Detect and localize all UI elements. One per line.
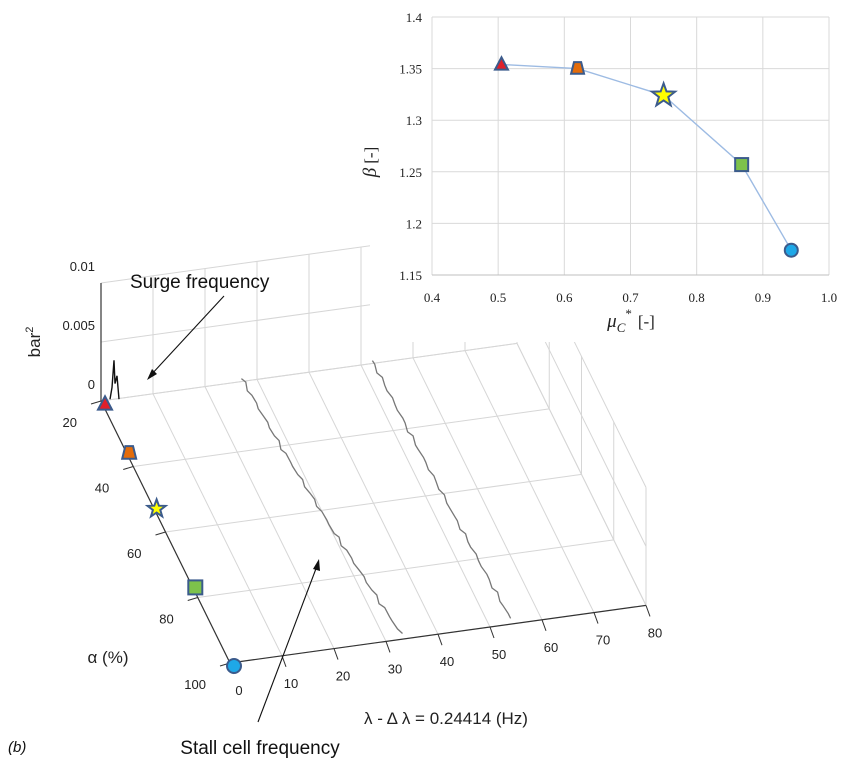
surge-annotation: Surge frequency [130, 272, 270, 380]
surge-peak [109, 360, 120, 400]
y-tick-label: 80 [159, 612, 173, 627]
stall-label: Stall cell frequency [180, 738, 340, 759]
inset-y-label: β[-] [360, 147, 381, 178]
y-tick-label: 20 [63, 415, 77, 430]
inset-markers [493, 55, 799, 258]
z-tick-label: 0 [88, 377, 95, 392]
y-tick-label: 60 [127, 546, 141, 561]
y-tick-label: 100 [184, 677, 206, 692]
inset-x-tick-label: 0.9 [755, 290, 771, 305]
inset-x-tick-label: 0.8 [689, 290, 705, 305]
stall-arrowhead [313, 559, 320, 571]
x-tick-label: 60 [544, 640, 558, 655]
surge-arrowhead [147, 369, 157, 380]
inset-marker-star [649, 80, 678, 108]
inset-y-tick-label: 1.4 [406, 10, 423, 25]
waterfall-operating-points [96, 394, 242, 674]
inset-line-chart: 0.4 0.5 0.6 0.7 0.8 0.9 1.0 1.15 1.2 1.25 1.3 1.35 1… [370, 4, 844, 342]
x-tick-label: 80 [648, 625, 662, 640]
inset-x-label: μC* [-] [606, 306, 655, 335]
svg-text:bar2: bar2 [24, 327, 44, 358]
inset-y-tick-label: 1.2 [406, 216, 422, 231]
y-tick-label: 40 [95, 481, 109, 496]
y-tick [123, 466, 134, 470]
x-tick-label: 40 [440, 654, 454, 669]
x-tick [645, 605, 651, 617]
svg-text:μC*[-]: μC* [-] [606, 306, 655, 335]
z-tick-label: 0.01 [70, 259, 95, 274]
x-tick [593, 612, 599, 624]
floor-gridline [133, 408, 550, 467]
x-tick-label: 30 [388, 661, 402, 676]
waterfall-3d-chart: 0 10 20 30 40 50 60 70 80 20 40 60 80 100 0 0.005 0.01 [62, 224, 662, 698]
z-tick-label: 0.005 [62, 318, 95, 333]
y-tick [187, 597, 198, 601]
panel-label: (b) [8, 739, 26, 756]
surge-label: Surge frequency [130, 272, 270, 293]
x-tick [541, 619, 547, 631]
waterfall-x-label: λ - Δ λ = 0.24414 (Hz) [364, 709, 528, 728]
surge-arrow [149, 295, 225, 377]
waterfall-y-label: α (%) [88, 648, 129, 667]
waterfall-marker-square [187, 579, 204, 596]
y-tick [90, 400, 102, 405]
x-tick-label: 70 [596, 633, 610, 648]
x-tick-label: 50 [492, 647, 506, 662]
x-tick-label: 20 [336, 669, 350, 684]
inset-x-tick-label: 0.7 [622, 290, 639, 305]
floor-gridline [165, 473, 582, 533]
stall-ridge [240, 378, 403, 634]
x-tick [437, 634, 443, 646]
x-tick [385, 641, 391, 653]
stall-arrow [257, 565, 318, 723]
inset-x-tick-label: 0.5 [490, 290, 506, 305]
inset-y-tick-label: 1.3 [406, 113, 422, 128]
inset-x-tick-label: 0.4 [424, 290, 441, 305]
inset-marker-trapezoid [569, 61, 586, 75]
inset-marker-square [734, 157, 750, 173]
inset-y-tick-label: 1.25 [399, 165, 422, 180]
svg-text:β[-]: β[-] [360, 147, 381, 178]
waterfall-marker-triangle [96, 394, 114, 411]
waterfall-marker-circle [226, 658, 242, 674]
x-tick-label: 0 [235, 683, 242, 698]
y-tick [155, 531, 166, 536]
stall-annotation: Stall cell frequency [180, 559, 340, 759]
inset-gridlines [431, 16, 830, 276]
x-tick-label: 10 [284, 676, 298, 691]
waterfall-ridges [109, 360, 512, 634]
inset-y-tick-label: 1.35 [399, 62, 422, 77]
waterfall-z-label: bar2 [24, 327, 44, 358]
inset-marker-circle [783, 242, 799, 258]
inset-y-tick-label: 1.15 [399, 268, 422, 283]
floor-gridline [197, 539, 614, 598]
x-tick [333, 648, 339, 660]
inset-marker-triangle [493, 55, 510, 71]
waterfall-marker-trapezoid [120, 445, 138, 460]
inset-ticks: 0.4 0.5 0.6 0.7 0.8 0.9 1.0 1.15 1.2 1.25 1.3 1.35 1… [399, 10, 837, 305]
inset-x-tick-label: 0.6 [556, 290, 573, 305]
inset-x-tick-label: 1.0 [821, 290, 837, 305]
stall-ridge [371, 360, 512, 619]
waterfall-marker-star [144, 496, 169, 519]
x-tick [489, 626, 495, 639]
